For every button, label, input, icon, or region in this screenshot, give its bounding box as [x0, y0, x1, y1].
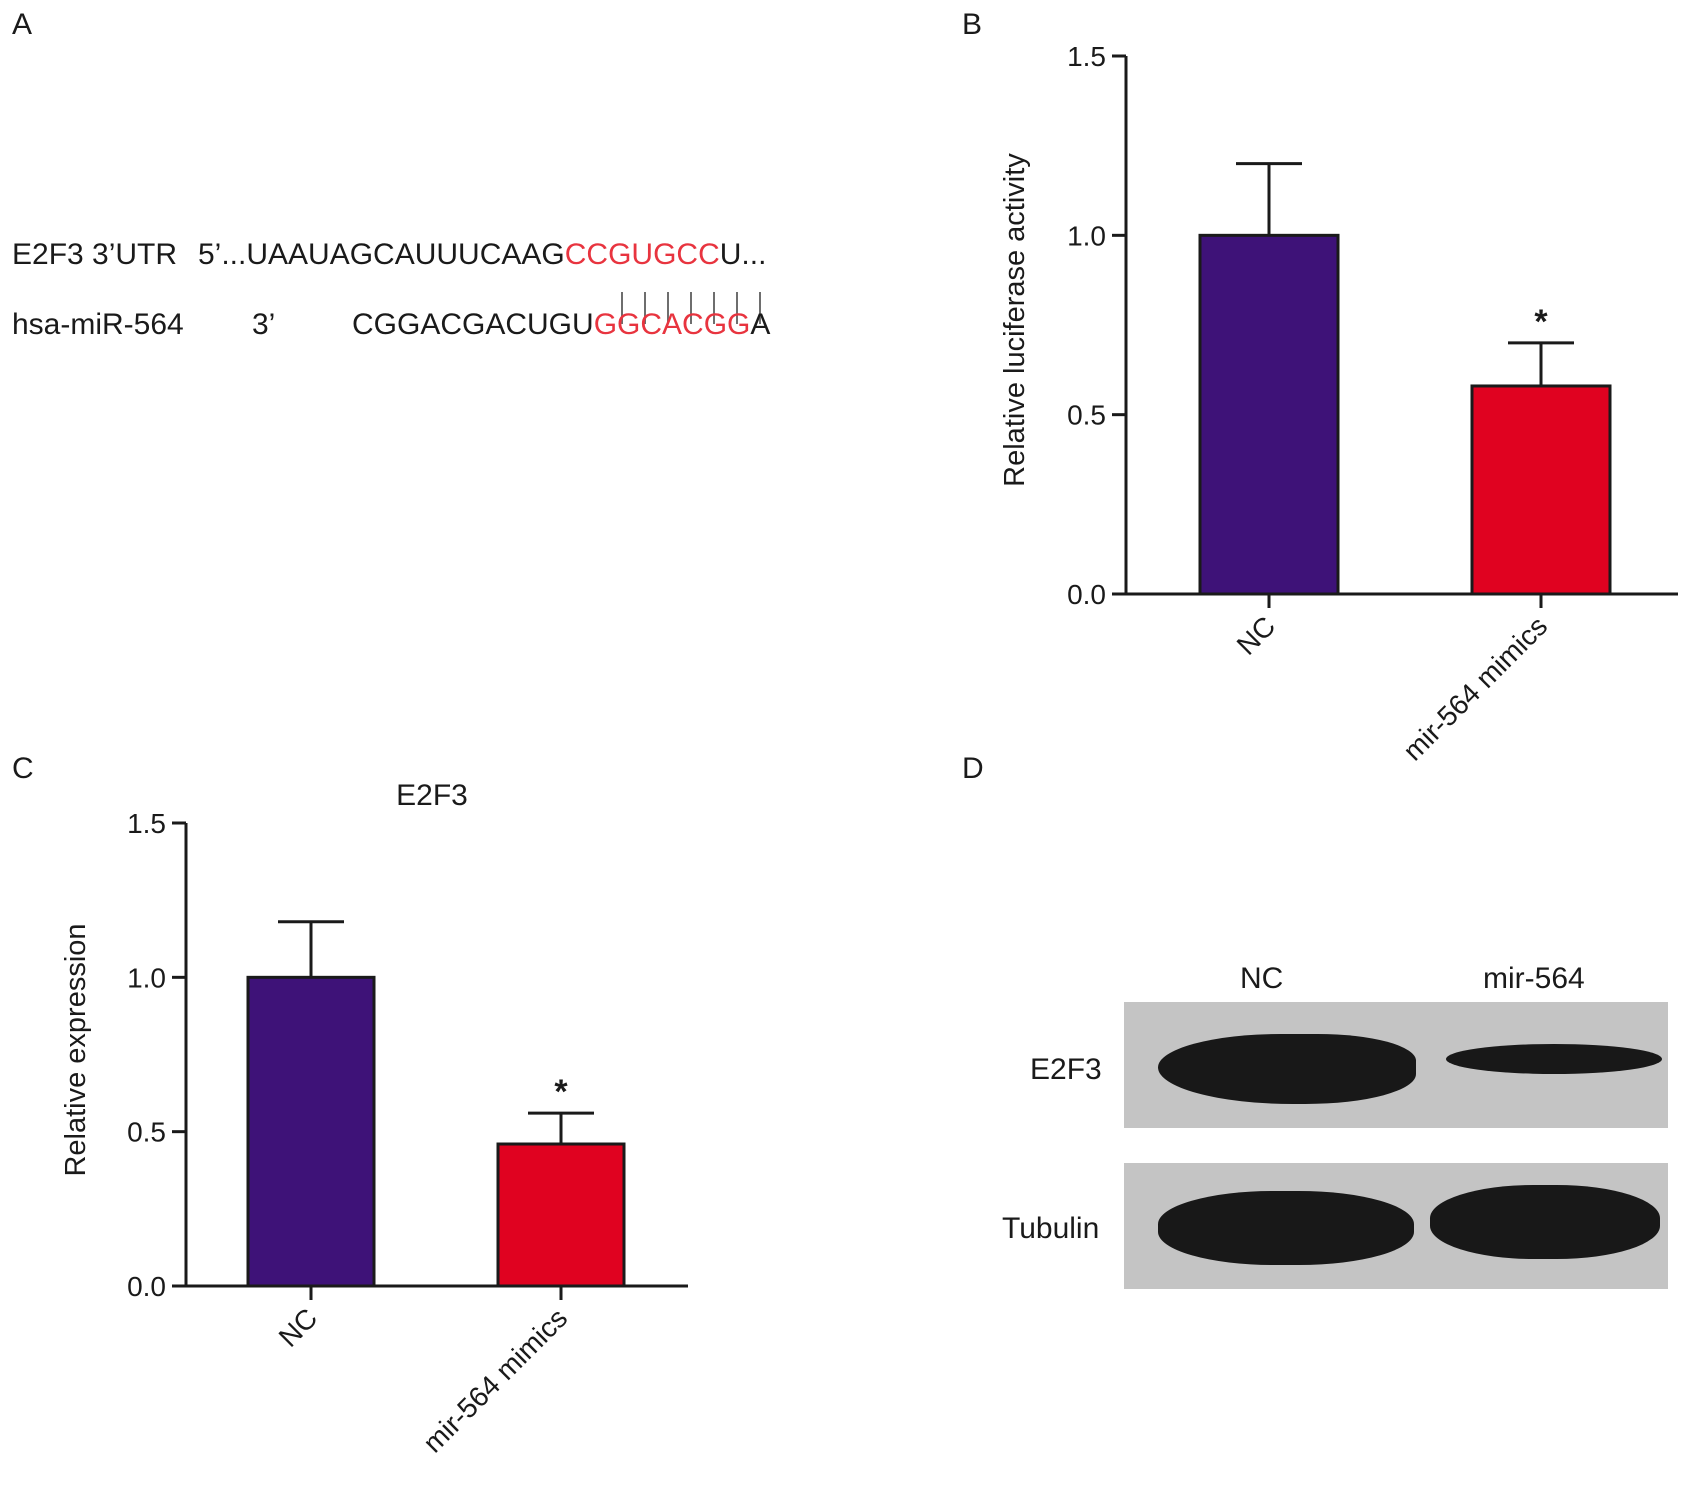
utr-seq-before: UAAUAGCAUUUCAAG [246, 238, 565, 271]
y-tick-label: 1.5 [1067, 41, 1106, 72]
significance-star: * [1534, 303, 1548, 341]
utr-seed-match: CCGUGCC [564, 238, 720, 271]
utr-seq-after: U... [719, 238, 767, 271]
band-e2f3-mir564 [1446, 1044, 1662, 1074]
y-tick-label: 1.0 [1067, 220, 1106, 251]
y-tick-label: 1.0 [127, 962, 166, 993]
chart-title: E2F3 [396, 779, 468, 812]
y-tick-label: 0.5 [127, 1117, 166, 1148]
lane-label-nc: NC [1240, 962, 1284, 995]
y-tick-label: 0.5 [1067, 400, 1106, 431]
bar-mimics [496, 1142, 626, 1288]
blot-tubulin [1124, 1163, 1668, 1289]
x-tick-label: NC [273, 1302, 324, 1353]
y-axis-label: Relative expression [60, 923, 92, 1176]
bar-nc [1198, 233, 1340, 596]
mirna-seed: GGCACGG [593, 308, 751, 341]
lane-label-mir564: mir-564 [1483, 962, 1585, 995]
band-e2f3-nc [1158, 1034, 1416, 1104]
band-tubulin-nc [1158, 1191, 1414, 1265]
mirna-sequence: CGGACGACUGUGGCACGGA [352, 308, 770, 342]
bar-nc [246, 975, 376, 1288]
y-tick-label: 0.0 [1067, 579, 1106, 610]
utr-label: E2F3 3’UTR [12, 238, 178, 271]
panel-c-letter: C [12, 752, 34, 785]
blot-label-e2f3: E2F3 [1030, 1053, 1102, 1086]
panel-d-letter: D [962, 752, 984, 785]
band-tubulin-mir564 [1430, 1185, 1660, 1259]
y-tick-label: 0.0 [127, 1271, 166, 1302]
panel-a-letter: A [12, 8, 33, 41]
mirna-label: hsa-miR-564 [12, 308, 184, 341]
y-tick-label: 1.5 [127, 808, 166, 839]
significance-star: * [554, 1073, 568, 1111]
mirna-prefix: 3’ [252, 308, 276, 341]
utr-sequence: 5’...UAAUAGCAUUUCAAGCCGUGCCU... [198, 238, 766, 272]
y-axis-label: Relative luciferase activity [999, 153, 1031, 487]
blot-label-tubulin: Tubulin [1002, 1212, 1100, 1245]
x-tick-label: mir-564 mimics [417, 1302, 573, 1458]
blot-e2f3 [1124, 1002, 1668, 1128]
mirna-seq-after: A [750, 308, 771, 341]
panel-b-letter: B [962, 8, 983, 41]
mirna-seq-before: CGGACGACUGU [352, 308, 594, 341]
utr-prefix: 5’... [198, 238, 247, 271]
